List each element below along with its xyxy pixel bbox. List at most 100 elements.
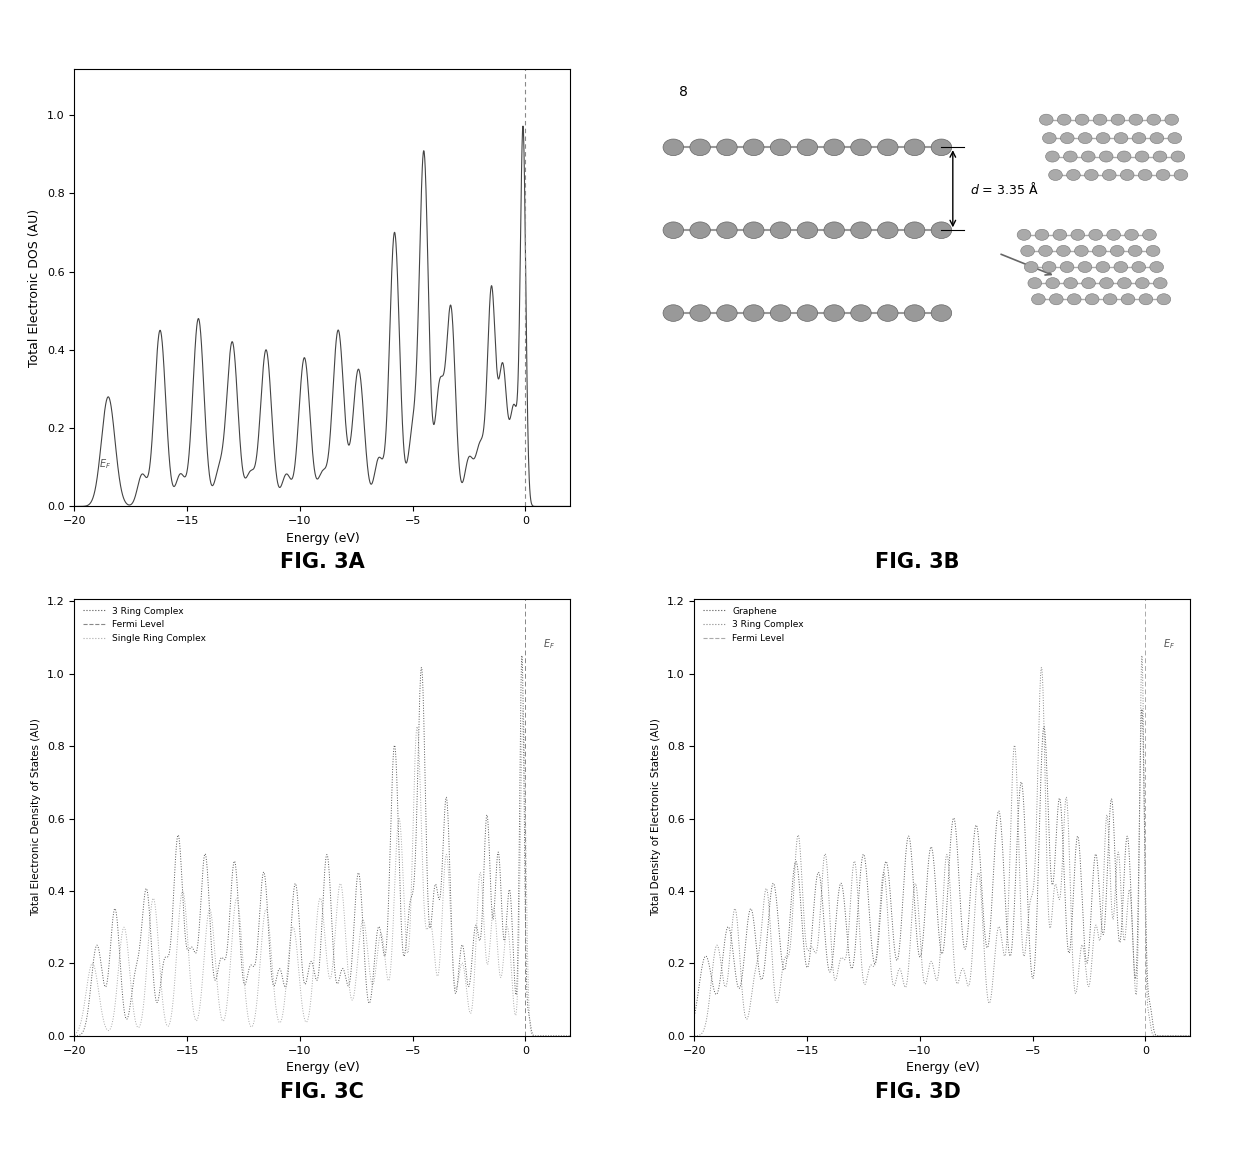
Circle shape [904,222,925,238]
Circle shape [1092,245,1106,257]
3 Ring Complex [1078,954,1092,968]
Circle shape [1136,277,1149,289]
Circle shape [770,305,791,321]
Circle shape [1017,229,1030,241]
Graphene [928,878,942,892]
Circle shape [931,222,951,238]
Circle shape [878,305,898,321]
Circle shape [904,305,925,321]
Circle shape [1146,245,1159,257]
Circle shape [1135,151,1149,162]
Circle shape [1168,132,1182,144]
Circle shape [717,222,738,238]
Circle shape [744,222,764,238]
Graphene [687,1009,702,1023]
Circle shape [1147,114,1161,125]
Y-axis label: Total Electronic Density of States (AU): Total Electronic Density of States (AU) [31,718,41,916]
Circle shape [663,305,683,321]
Text: FIG. 3C: FIG. 3C [280,1082,365,1102]
3 Ring Complex [549,1029,564,1043]
Circle shape [1024,261,1038,273]
Circle shape [797,222,817,238]
3 Ring Complex [915,963,930,977]
Circle shape [1085,169,1099,181]
Circle shape [878,222,898,238]
Graphene [915,938,930,952]
Circle shape [1100,151,1114,162]
Circle shape [770,139,791,155]
Circle shape [1130,114,1143,125]
Circle shape [797,305,817,321]
Circle shape [1164,114,1178,125]
Circle shape [1153,277,1167,289]
Circle shape [1171,151,1184,162]
Circle shape [1045,277,1059,289]
Circle shape [1114,261,1127,273]
Circle shape [1111,114,1125,125]
Single Ring Complex [516,703,531,717]
3 Ring Complex [687,1029,702,1043]
3 Ring Complex [308,971,322,985]
Circle shape [1089,229,1102,241]
Circle shape [1142,229,1157,241]
Circle shape [1094,114,1107,125]
Graphene [1078,944,1092,958]
Circle shape [1068,294,1081,305]
Single Ring Complex [548,1029,563,1043]
Circle shape [1071,229,1085,241]
Circle shape [744,305,764,321]
Legend: 3 Ring Complex, Fermi Level, Single Ring Complex: 3 Ring Complex, Fermi Level, Single Ring… [79,603,210,646]
Circle shape [1075,245,1089,257]
3 Ring Complex [548,1029,563,1043]
X-axis label: Energy (eV): Energy (eV) [285,1061,360,1074]
3 Ring Complex [563,1029,578,1043]
Circle shape [1125,229,1138,241]
Circle shape [1117,277,1131,289]
3 Ring Complex [458,954,472,968]
Line: Graphene: Graphene [694,709,1190,1036]
Text: FIG. 3A: FIG. 3A [280,552,365,572]
Circle shape [1149,132,1163,144]
Circle shape [904,139,925,155]
Circle shape [1149,261,1163,273]
3 Ring Complex [92,947,107,961]
Circle shape [1056,245,1070,257]
Circle shape [797,139,817,155]
Circle shape [1043,261,1056,273]
Circle shape [663,139,683,155]
Circle shape [1035,229,1049,241]
Circle shape [931,139,951,155]
Circle shape [1132,261,1146,273]
Circle shape [717,139,738,155]
Text: $d$ = 3.35 Å: $d$ = 3.35 Å [970,181,1039,197]
Circle shape [1100,277,1114,289]
Circle shape [1049,169,1063,181]
Text: 8: 8 [680,85,688,99]
Circle shape [1028,277,1042,289]
Circle shape [1138,169,1152,181]
3 Ring Complex [928,971,942,985]
Circle shape [1140,294,1153,305]
Circle shape [1156,169,1169,181]
Single Ring Complex [549,1029,564,1043]
Single Ring Complex [67,1028,82,1042]
Circle shape [1021,245,1034,257]
Circle shape [823,222,844,238]
3 Ring Complex [1135,649,1149,663]
Circle shape [1085,294,1099,305]
Text: FIG. 3B: FIG. 3B [875,552,960,572]
3 Ring Complex [1169,1029,1184,1043]
Circle shape [1153,151,1167,162]
Circle shape [770,222,791,238]
Y-axis label: Total Density of Electronic States (AU): Total Density of Electronic States (AU) [651,718,661,916]
Circle shape [1102,169,1116,181]
Circle shape [1157,294,1171,305]
3 Ring Complex [67,1029,82,1043]
Circle shape [1039,245,1053,257]
Circle shape [1053,229,1066,241]
Circle shape [1081,277,1095,289]
Circle shape [1060,261,1074,273]
Circle shape [931,305,951,321]
Circle shape [1060,132,1074,144]
Circle shape [1107,229,1121,241]
